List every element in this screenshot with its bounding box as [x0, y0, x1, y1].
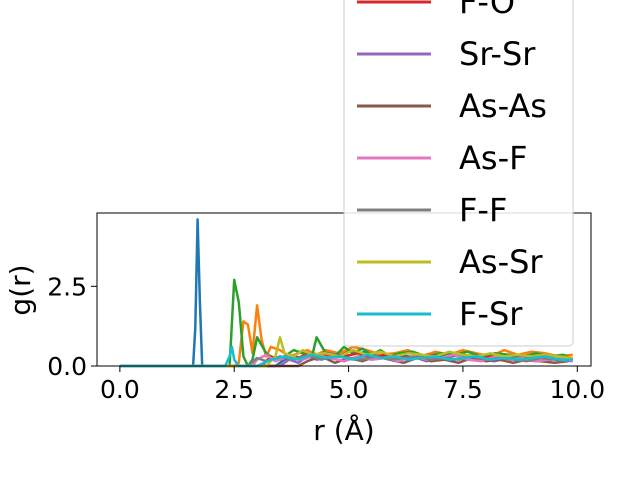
x-tick-label: 2.5 — [214, 375, 254, 404]
y-tick-label: 2.5 — [47, 272, 87, 301]
x-tick-label: 5.0 — [329, 375, 369, 404]
legend-label: F-O — [459, 0, 515, 21]
x-tick-label: 10.0 — [549, 375, 605, 404]
plot-area — [119, 218, 574, 368]
y-axis: 0.0 2.5 — [47, 272, 97, 381]
x-axis: 0.0 2.5 5.0 7.5 10.0 — [100, 366, 605, 404]
legend-label: F-Sr — [459, 295, 523, 333]
x-tick-label: 0.0 — [100, 375, 140, 404]
y-tick-label: 0.0 — [47, 352, 87, 381]
legend-label: F-F — [459, 191, 507, 229]
x-tick-label: 7.5 — [443, 375, 483, 404]
legend-label: As-Sr — [459, 243, 543, 281]
legend: F-O Sr-Sr As-As As-F F-F As-Sr F-Sr — [343, 0, 574, 347]
legend-box — [343, 0, 574, 347]
x-axis-label: r (Å) — [313, 413, 374, 447]
y-axis-label: g(r) — [4, 264, 37, 315]
legend-label: As-F — [459, 139, 528, 177]
legend-label: As-As — [459, 87, 547, 125]
legend-label: Sr-Sr — [459, 35, 536, 73]
